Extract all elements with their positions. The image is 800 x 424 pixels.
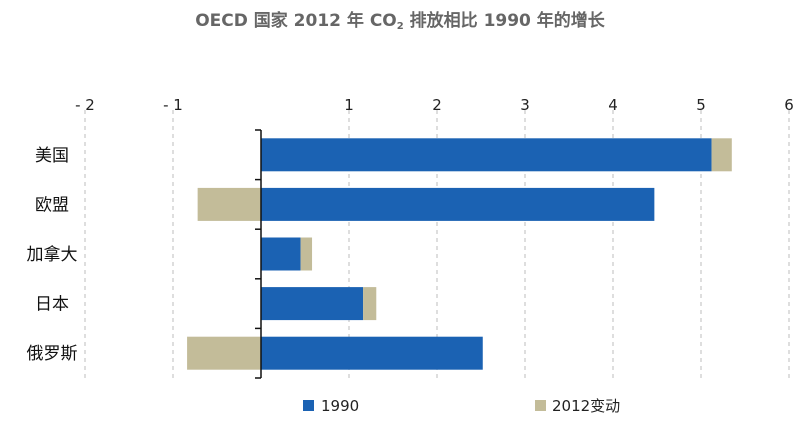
- bar-1990: [261, 237, 301, 271]
- bar-2012-change: [187, 336, 261, 370]
- bar-2012-change: [197, 187, 261, 221]
- x-tick-label: 3: [520, 96, 530, 114]
- legend-swatch-1990: [303, 400, 314, 411]
- x-tick-label: 6: [784, 96, 794, 114]
- category-label: 加拿大: [27, 244, 78, 265]
- legend-swatch-2012-change: [535, 400, 546, 411]
- legend-label-1990: 1990: [321, 397, 359, 415]
- x-tick-label: 2: [432, 96, 442, 114]
- bar-2012-change: [363, 287, 377, 321]
- bar-2012-change: [711, 138, 732, 172]
- chart-title-subscript: 2: [396, 21, 404, 32]
- bar-1990: [261, 187, 655, 221]
- x-tick-label: 4: [608, 96, 618, 114]
- x-tick-label: 1: [344, 96, 354, 114]
- category-label: 美国: [35, 146, 69, 166]
- category-label: 日本: [35, 295, 69, 315]
- x-tick-label: 5: [696, 96, 706, 114]
- category-label: 欧盟: [35, 195, 69, 215]
- chart-title: OECD 国家 2012 年 CO2 排放相比 1990 年的增长: [0, 6, 800, 32]
- bar-1990: [261, 336, 483, 370]
- category-label: 俄罗斯: [27, 344, 78, 364]
- chart-title-suffix: 排放相比 1990 年的增长: [403, 11, 605, 31]
- x-tick-label: - 2: [75, 96, 95, 114]
- bar-1990: [261, 138, 712, 172]
- bar-1990: [261, 287, 364, 321]
- legend-label-2012-change: 2012变动: [552, 397, 620, 415]
- chart-title-prefix: OECD 国家 2012 年 CO: [195, 11, 397, 31]
- x-tick-label: - 1: [163, 96, 183, 114]
- bar-2012-change: [300, 237, 313, 271]
